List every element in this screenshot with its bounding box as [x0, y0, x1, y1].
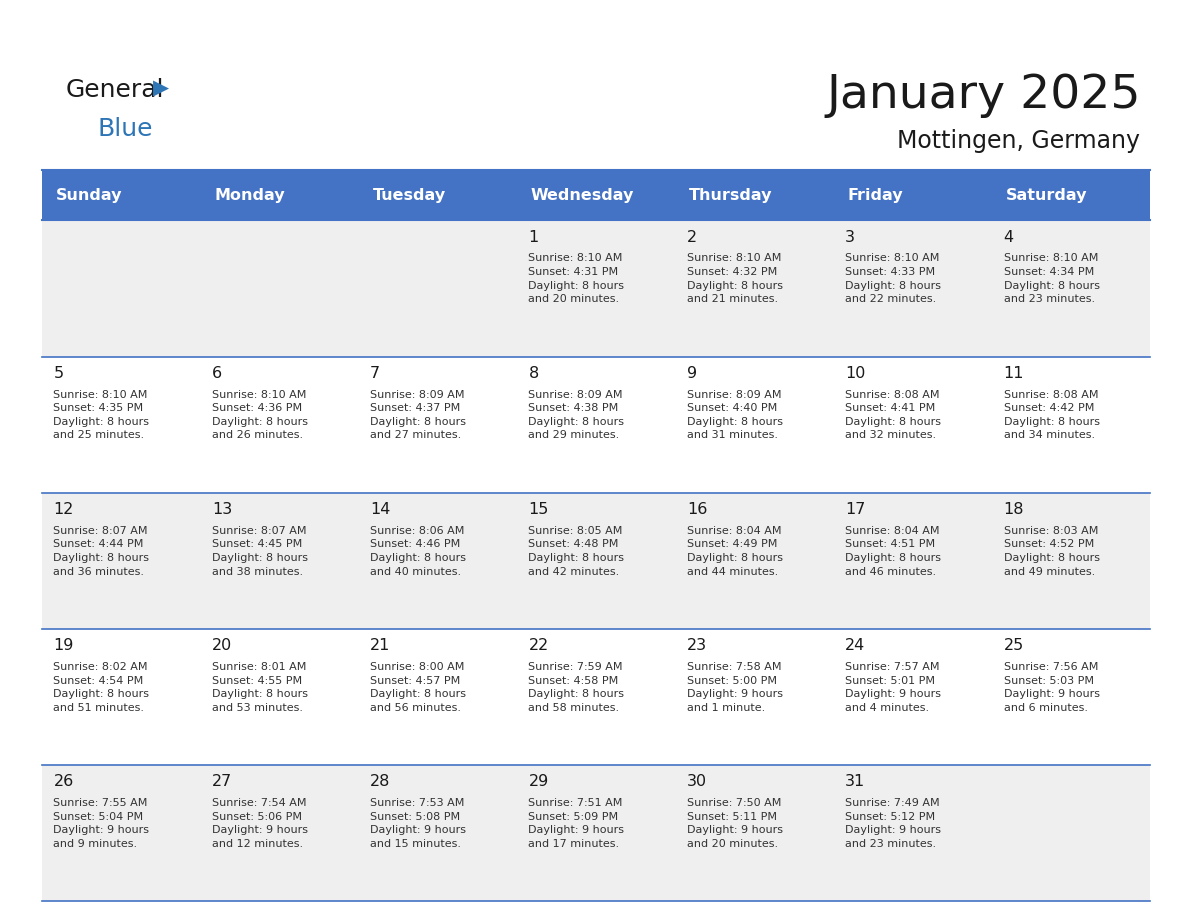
- Text: 30: 30: [687, 775, 707, 789]
- Text: 19: 19: [53, 638, 74, 654]
- Text: 24: 24: [845, 638, 865, 654]
- Text: General: General: [65, 78, 164, 102]
- Text: Wednesday: Wednesday: [531, 187, 634, 203]
- Text: 9: 9: [687, 365, 697, 381]
- Text: 12: 12: [53, 502, 74, 517]
- Bar: [42, 356, 1150, 493]
- Text: 16: 16: [687, 502, 707, 517]
- Bar: [42, 766, 1150, 901]
- Text: 13: 13: [211, 502, 232, 517]
- Text: Saturday: Saturday: [1006, 187, 1087, 203]
- Text: 27: 27: [211, 775, 232, 789]
- Text: 6: 6: [211, 365, 222, 381]
- Text: Sunrise: 8:08 AM
Sunset: 4:41 PM
Daylight: 8 hours
and 32 minutes.: Sunrise: 8:08 AM Sunset: 4:41 PM Dayligh…: [845, 389, 941, 441]
- Text: Thursday: Thursday: [689, 187, 772, 203]
- Text: Sunrise: 7:53 AM
Sunset: 5:08 PM
Daylight: 9 hours
and 15 minutes.: Sunrise: 7:53 AM Sunset: 5:08 PM Dayligh…: [371, 799, 466, 849]
- Text: Sunrise: 7:54 AM
Sunset: 5:06 PM
Daylight: 9 hours
and 12 minutes.: Sunrise: 7:54 AM Sunset: 5:06 PM Dayligh…: [211, 799, 308, 849]
- Text: 4: 4: [1004, 230, 1013, 244]
- Text: Sunrise: 8:07 AM
Sunset: 4:45 PM
Daylight: 8 hours
and 38 minutes.: Sunrise: 8:07 AM Sunset: 4:45 PM Dayligh…: [211, 526, 308, 577]
- Text: Sunrise: 7:50 AM
Sunset: 5:11 PM
Daylight: 9 hours
and 20 minutes.: Sunrise: 7:50 AM Sunset: 5:11 PM Dayligh…: [687, 799, 783, 849]
- Text: 14: 14: [371, 502, 391, 517]
- Text: ▶: ▶: [153, 78, 169, 98]
- Bar: [42, 493, 1150, 629]
- Text: Sunrise: 8:10 AM
Sunset: 4:32 PM
Daylight: 8 hours
and 21 minutes.: Sunrise: 8:10 AM Sunset: 4:32 PM Dayligh…: [687, 253, 783, 304]
- Text: Sunrise: 8:09 AM
Sunset: 4:38 PM
Daylight: 8 hours
and 29 minutes.: Sunrise: 8:09 AM Sunset: 4:38 PM Dayligh…: [529, 389, 625, 441]
- Text: Friday: Friday: [847, 187, 903, 203]
- Text: 21: 21: [371, 638, 391, 654]
- Text: 2: 2: [687, 230, 697, 244]
- Text: Sunrise: 8:10 AM
Sunset: 4:34 PM
Daylight: 8 hours
and 23 minutes.: Sunrise: 8:10 AM Sunset: 4:34 PM Dayligh…: [1004, 253, 1100, 304]
- Text: Sunrise: 8:00 AM
Sunset: 4:57 PM
Daylight: 8 hours
and 56 minutes.: Sunrise: 8:00 AM Sunset: 4:57 PM Dayligh…: [371, 662, 466, 713]
- Text: Sunrise: 8:10 AM
Sunset: 4:35 PM
Daylight: 8 hours
and 25 minutes.: Sunrise: 8:10 AM Sunset: 4:35 PM Dayligh…: [53, 389, 150, 441]
- Text: Sunrise: 8:06 AM
Sunset: 4:46 PM
Daylight: 8 hours
and 40 minutes.: Sunrise: 8:06 AM Sunset: 4:46 PM Dayligh…: [371, 526, 466, 577]
- Text: 5: 5: [53, 365, 64, 381]
- Text: 1: 1: [529, 230, 538, 244]
- Text: Sunrise: 7:59 AM
Sunset: 4:58 PM
Daylight: 8 hours
and 58 minutes.: Sunrise: 7:59 AM Sunset: 4:58 PM Dayligh…: [529, 662, 625, 713]
- Text: 18: 18: [1004, 502, 1024, 517]
- Text: Monday: Monday: [214, 187, 285, 203]
- Text: Tuesday: Tuesday: [373, 187, 446, 203]
- Text: Sunrise: 7:56 AM
Sunset: 5:03 PM
Daylight: 9 hours
and 6 minutes.: Sunrise: 7:56 AM Sunset: 5:03 PM Dayligh…: [1004, 662, 1100, 713]
- Text: 3: 3: [845, 230, 855, 244]
- Text: 20: 20: [211, 638, 232, 654]
- Text: Sunrise: 8:09 AM
Sunset: 4:40 PM
Daylight: 8 hours
and 31 minutes.: Sunrise: 8:09 AM Sunset: 4:40 PM Dayligh…: [687, 389, 783, 441]
- Text: Sunrise: 8:08 AM
Sunset: 4:42 PM
Daylight: 8 hours
and 34 minutes.: Sunrise: 8:08 AM Sunset: 4:42 PM Dayligh…: [1004, 389, 1100, 441]
- Text: Sunrise: 8:01 AM
Sunset: 4:55 PM
Daylight: 8 hours
and 53 minutes.: Sunrise: 8:01 AM Sunset: 4:55 PM Dayligh…: [211, 662, 308, 713]
- Text: Mottingen, Germany: Mottingen, Germany: [897, 129, 1140, 152]
- Text: Sunrise: 8:03 AM
Sunset: 4:52 PM
Daylight: 8 hours
and 49 minutes.: Sunrise: 8:03 AM Sunset: 4:52 PM Dayligh…: [1004, 526, 1100, 577]
- Text: 22: 22: [529, 638, 549, 654]
- Text: Sunrise: 8:02 AM
Sunset: 4:54 PM
Daylight: 8 hours
and 51 minutes.: Sunrise: 8:02 AM Sunset: 4:54 PM Dayligh…: [53, 662, 150, 713]
- Text: 23: 23: [687, 638, 707, 654]
- Text: Sunrise: 8:10 AM
Sunset: 4:33 PM
Daylight: 8 hours
and 22 minutes.: Sunrise: 8:10 AM Sunset: 4:33 PM Dayligh…: [845, 253, 941, 304]
- Text: Sunrise: 7:55 AM
Sunset: 5:04 PM
Daylight: 9 hours
and 9 minutes.: Sunrise: 7:55 AM Sunset: 5:04 PM Dayligh…: [53, 799, 150, 849]
- Text: 28: 28: [371, 775, 391, 789]
- Text: Sunrise: 7:49 AM
Sunset: 5:12 PM
Daylight: 9 hours
and 23 minutes.: Sunrise: 7:49 AM Sunset: 5:12 PM Dayligh…: [845, 799, 941, 849]
- Text: January 2025: January 2025: [826, 73, 1140, 118]
- Text: Sunrise: 8:10 AM
Sunset: 4:36 PM
Daylight: 8 hours
and 26 minutes.: Sunrise: 8:10 AM Sunset: 4:36 PM Dayligh…: [211, 389, 308, 441]
- Text: 10: 10: [845, 365, 866, 381]
- Text: 15: 15: [529, 502, 549, 517]
- Text: Sunrise: 8:04 AM
Sunset: 4:51 PM
Daylight: 8 hours
and 46 minutes.: Sunrise: 8:04 AM Sunset: 4:51 PM Dayligh…: [845, 526, 941, 577]
- Bar: [42, 220, 1150, 356]
- Text: 31: 31: [845, 775, 865, 789]
- Text: 25: 25: [1004, 638, 1024, 654]
- Text: Sunrise: 8:10 AM
Sunset: 4:31 PM
Daylight: 8 hours
and 20 minutes.: Sunrise: 8:10 AM Sunset: 4:31 PM Dayligh…: [529, 253, 625, 304]
- Text: Sunrise: 8:09 AM
Sunset: 4:37 PM
Daylight: 8 hours
and 27 minutes.: Sunrise: 8:09 AM Sunset: 4:37 PM Dayligh…: [371, 389, 466, 441]
- Text: 29: 29: [529, 775, 549, 789]
- Text: 11: 11: [1004, 365, 1024, 381]
- Text: 26: 26: [53, 775, 74, 789]
- Text: Blue: Blue: [97, 117, 153, 140]
- Text: 7: 7: [371, 365, 380, 381]
- Text: Sunrise: 8:05 AM
Sunset: 4:48 PM
Daylight: 8 hours
and 42 minutes.: Sunrise: 8:05 AM Sunset: 4:48 PM Dayligh…: [529, 526, 625, 577]
- Text: 8: 8: [529, 365, 538, 381]
- Text: Sunday: Sunday: [56, 187, 122, 203]
- Text: Sunrise: 8:07 AM
Sunset: 4:44 PM
Daylight: 8 hours
and 36 minutes.: Sunrise: 8:07 AM Sunset: 4:44 PM Dayligh…: [53, 526, 150, 577]
- Text: Sunrise: 7:58 AM
Sunset: 5:00 PM
Daylight: 9 hours
and 1 minute.: Sunrise: 7:58 AM Sunset: 5:00 PM Dayligh…: [687, 662, 783, 713]
- Text: 17: 17: [845, 502, 866, 517]
- Text: Sunrise: 8:04 AM
Sunset: 4:49 PM
Daylight: 8 hours
and 44 minutes.: Sunrise: 8:04 AM Sunset: 4:49 PM Dayligh…: [687, 526, 783, 577]
- Bar: [42, 629, 1150, 766]
- Bar: [42, 170, 1150, 220]
- Text: Sunrise: 7:57 AM
Sunset: 5:01 PM
Daylight: 9 hours
and 4 minutes.: Sunrise: 7:57 AM Sunset: 5:01 PM Dayligh…: [845, 662, 941, 713]
- Text: Sunrise: 7:51 AM
Sunset: 5:09 PM
Daylight: 9 hours
and 17 minutes.: Sunrise: 7:51 AM Sunset: 5:09 PM Dayligh…: [529, 799, 625, 849]
